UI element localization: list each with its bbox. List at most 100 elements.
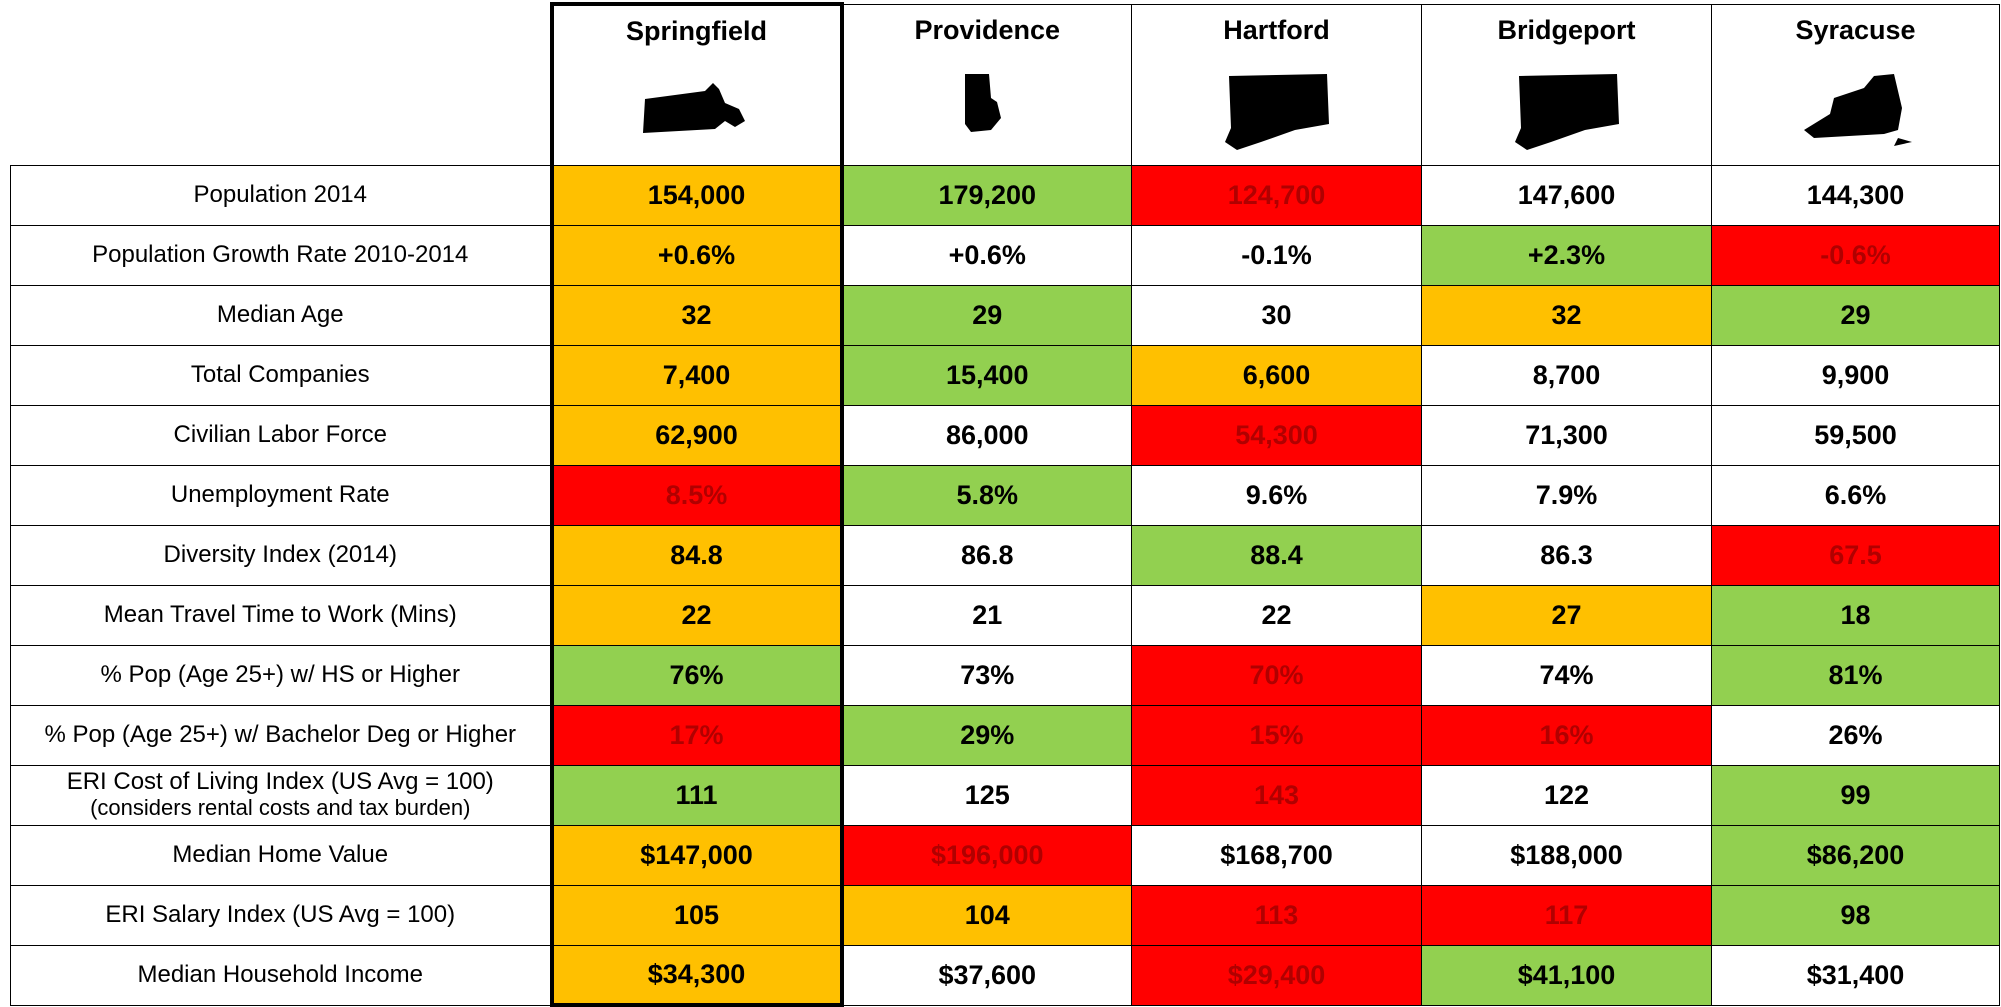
value-cell: 86.3 (1421, 524, 1712, 586)
row-label: % Pop (Age 25+) w/ Bachelor Deg or Highe… (10, 704, 552, 766)
value-cell: 16% (1421, 704, 1712, 766)
value-cell: 84.8 (549, 524, 844, 586)
value-cell: $168,700 (1131, 824, 1422, 886)
value-cell: $147,000 (549, 824, 844, 886)
value-cell: 117 (1421, 884, 1712, 946)
value-cell: 67.5 (1711, 524, 2000, 586)
value-cell: 73% (841, 644, 1132, 706)
value-cell: 143 (1131, 764, 1422, 826)
value-cell: 22 (1131, 584, 1422, 646)
column-header: Providence (841, 3, 1132, 166)
row-label: Total Companies (10, 344, 552, 406)
value-cell: 9,900 (1711, 344, 2000, 406)
city-name: Bridgeport (1497, 14, 1636, 45)
row-label-text: Civilian Labor Force (173, 420, 387, 448)
column-header: Hartford (1131, 3, 1422, 166)
row-label-text: Unemployment Rate (170, 480, 390, 508)
value-cell: 8,700 (1421, 344, 1712, 406)
value-cell: 105 (549, 884, 844, 946)
row-label: Mean Travel Time to Work (Mins) (10, 584, 552, 646)
row-label-text: Median Household Income (137, 960, 423, 988)
value-cell: 7,400 (549, 344, 844, 406)
value-cell: 15,400 (841, 344, 1132, 406)
value-cell: 70% (1131, 644, 1422, 706)
value-cell: 26% (1711, 704, 2000, 766)
row-label-text: % Pop (Age 25+) w/ HS or Higher (100, 660, 461, 688)
value-cell: 113 (1131, 884, 1422, 946)
value-cell: 6,600 (1131, 344, 1422, 406)
value-cell: 104 (841, 884, 1132, 946)
row-label: Median Age (10, 284, 552, 346)
value-cell: 15% (1131, 704, 1422, 766)
state-shape (642, 83, 745, 133)
row-label: Unemployment Rate (10, 464, 552, 526)
state-icon (1514, 73, 1619, 150)
row-label-text: Population Growth Rate 2010-2014 (92, 240, 469, 268)
row-label-text: Diversity Index (2014) (163, 540, 397, 568)
header-row: Springfield Providence Hartford Bridgeport S… (11, 2, 2000, 166)
row-label-text: ERI Cost of Living Index (US Avg = 100) (66, 768, 494, 796)
state-icon (1224, 73, 1329, 150)
value-cell: 99 (1711, 764, 2000, 826)
comparison-table: Springfield Providence Hartford Bridgeport S… (10, 2, 2000, 1007)
row-label-text: Total Companies (190, 360, 370, 388)
state-icon (965, 73, 1002, 132)
value-cell: -0.1% (1131, 224, 1422, 286)
data-row: Median Age 32 29 30 32 29 (10, 284, 2000, 346)
row-label: Civilian Labor Force (10, 404, 552, 466)
column-header: Syracuse (1711, 3, 2000, 166)
city-name: Syracuse (1795, 14, 1916, 45)
data-row: % Pop (Age 25+) w/ Bachelor Deg or Highe… (10, 704, 2000, 766)
value-cell: 76% (549, 644, 844, 706)
data-row: Population 2014 154,000 179,200 124,700 147,… (10, 164, 2000, 226)
state-shape (965, 73, 1002, 132)
state-icon (1803, 73, 1912, 146)
value-cell: $37,600 (841, 944, 1132, 1006)
table-body: Population 2014 154,000 179,200 124,700 147,… (10, 164, 2000, 1007)
row-label-text: % Pop (Age 25+) w/ Bachelor Deg or Highe… (44, 720, 517, 748)
value-cell: 8.5% (549, 464, 844, 526)
data-row: Unemployment Rate 8.5% 5.8% 9.6% 7.9% 6.6% (10, 464, 2000, 526)
state-shape (1803, 73, 1912, 146)
value-cell: 29 (841, 284, 1132, 346)
value-cell: 111 (549, 764, 844, 826)
row-label-text: Median Age (216, 300, 344, 328)
row-label: Population 2014 (10, 164, 552, 226)
column-header: Springfield (549, 2, 844, 166)
value-cell: 29 (1711, 284, 2000, 346)
row-label-text: Mean Travel Time to Work (Mins) (103, 600, 457, 628)
row-label: Diversity Index (2014) (10, 524, 552, 586)
value-cell: $41,100 (1421, 944, 1712, 1006)
data-row: Civilian Labor Force 62,900 86,000 54,300 71… (10, 404, 2000, 466)
value-cell: 98 (1711, 884, 2000, 946)
value-cell: 18 (1711, 584, 2000, 646)
data-row: Population Growth Rate 2010-2014 +0.6% +0.… (10, 224, 2000, 286)
row-label: Median Household Income (10, 944, 552, 1006)
row-label: Population Growth Rate 2010-2014 (10, 224, 552, 286)
value-cell: +0.6% (841, 224, 1132, 286)
value-cell: 32 (1421, 284, 1712, 346)
column-header: Bridgeport (1421, 3, 1712, 166)
value-cell: 86.8 (841, 524, 1132, 586)
data-row: Total Companies 7,400 15,400 6,600 8,700 9,90… (10, 344, 2000, 406)
value-cell: 88.4 (1131, 524, 1422, 586)
value-cell: 124,700 (1131, 164, 1422, 226)
value-cell: 9.6% (1131, 464, 1422, 526)
state-icon (642, 83, 745, 133)
value-cell: $31,400 (1711, 944, 2000, 1006)
value-cell: $188,000 (1421, 824, 1712, 886)
value-cell: 86,000 (841, 404, 1132, 466)
row-label: ERI Salary Index (US Avg = 100) (10, 884, 552, 946)
value-cell: $196,000 (841, 824, 1132, 886)
value-cell: 74% (1421, 644, 1712, 706)
value-cell: 147,600 (1421, 164, 1712, 226)
value-cell: 17% (549, 704, 844, 766)
value-cell: +2.3% (1421, 224, 1712, 286)
data-row: % Pop (Age 25+) w/ HS or Higher 76% 73% 70%… (10, 644, 2000, 706)
data-row: Diversity Index (2014) 84.8 86.8 88.4 86.3 67… (10, 524, 2000, 586)
value-cell: 179,200 (841, 164, 1132, 226)
value-cell: 154,000 (549, 164, 844, 226)
row-note: (considers rental costs and tax burden) (90, 795, 471, 821)
state-shape (1224, 73, 1329, 150)
